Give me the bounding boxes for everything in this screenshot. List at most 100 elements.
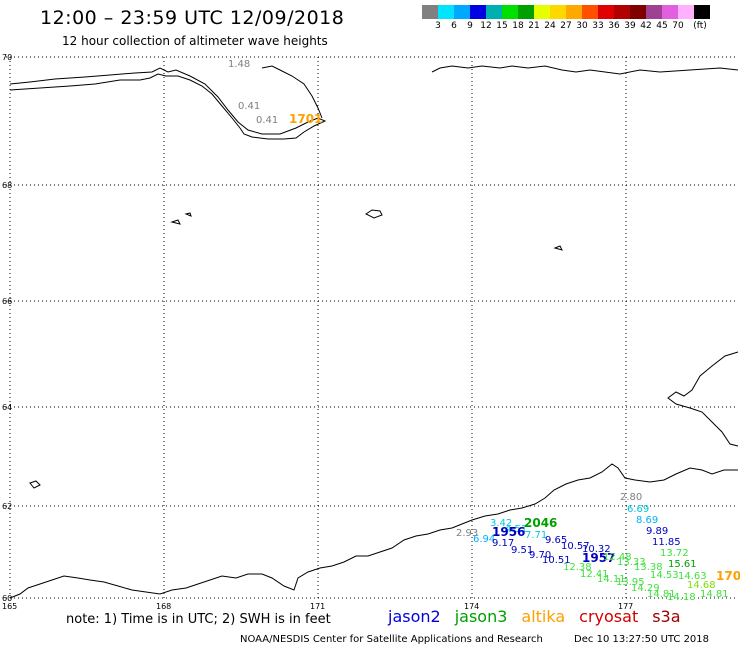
legend-swatch	[550, 5, 566, 19]
wave-height-label: 6.94	[473, 534, 495, 545]
legend-swatch	[646, 5, 662, 19]
wave-height-label: 1.48	[228, 59, 250, 70]
coastline-yukon-delta	[9, 463, 738, 599]
wave-height-label: 14.11	[597, 574, 626, 585]
satellite-jason3: jason3	[454, 607, 508, 626]
legend-swatch	[454, 5, 470, 19]
legend-swatches	[422, 5, 732, 19]
latitude-label: 68	[2, 181, 12, 190]
latitude-labels: 70 68 66 64 62 60	[2, 53, 12, 603]
legend-label: 42	[640, 21, 652, 31]
longitude-labels: 165 168 171 174 177	[2, 602, 633, 611]
legend-swatch	[502, 5, 518, 19]
wave-height-label: 14.63	[678, 571, 707, 582]
longitude-label: 174	[464, 602, 479, 611]
time-label: 1701	[289, 112, 322, 126]
legend-label: 45	[656, 21, 668, 31]
wave-height-label: 13.33	[617, 557, 646, 568]
footer-timestamp: Dec 10 13:27:50 UTC 2018	[574, 634, 710, 645]
satellite-jason2: jason2	[388, 607, 441, 626]
legend-swatch	[614, 5, 630, 19]
coastline-north-chukotka	[261, 65, 323, 119]
latitude-label: 64	[2, 403, 12, 412]
time-label: 2046	[524, 516, 557, 530]
legend-swatch	[678, 5, 694, 19]
page-subtitle: 12 hour collection of altimeter wave hei…	[62, 34, 328, 48]
wave-height-label: 2.93	[456, 528, 478, 539]
island-small-1	[365, 209, 383, 219]
wave-height-label: 7.71	[525, 530, 547, 541]
wave-height-label: 0.41	[238, 101, 260, 112]
legend-label: 12	[480, 21, 492, 31]
legend-label: 9	[467, 21, 473, 31]
time-label: 1701	[716, 569, 740, 583]
island-small-4	[29, 480, 41, 489]
legend-label: 36	[608, 21, 620, 31]
wave-height-label: 12.41	[580, 569, 609, 580]
wave-height-label: 11.85	[652, 537, 681, 548]
legend-swatch	[422, 5, 438, 19]
wave-height-label: 3.42	[490, 518, 512, 529]
legend-label: 21	[528, 21, 540, 31]
wave-height-label: 6.69	[627, 504, 649, 515]
wave-height-label: 0.41	[256, 115, 278, 126]
page-title: 12:00 – 23:59 UTC 12/09/2018	[40, 7, 345, 29]
legend-labels: 3 6 9 12 15 18 21 24 27 30 33 36 39 42 45 70 (ft)	[422, 19, 732, 33]
legend-swatch	[438, 5, 454, 19]
legend-label: 3	[435, 21, 441, 31]
wave-height-label: 12.48	[603, 552, 632, 563]
satellite-altika: altika	[521, 607, 566, 626]
time-label: 1957	[582, 551, 615, 565]
wave-height-label: 14.29	[631, 583, 660, 594]
time-label: 1956	[492, 525, 525, 539]
coastline-west-alaska	[667, 351, 739, 447]
legend-label: 70	[672, 21, 684, 31]
coastline	[9, 65, 739, 599]
wave-height-label: 4.51	[505, 524, 527, 535]
wave-height-label: 14.81	[700, 589, 729, 600]
longitude-label: 168	[156, 602, 171, 611]
wave-height-label: 14.53	[650, 570, 679, 581]
longitude-label: 171	[310, 602, 325, 611]
wave-height-label: 2.80	[620, 492, 642, 503]
legend-swatch	[662, 5, 678, 19]
wave-height-label: 14.68	[687, 580, 716, 591]
wave-height-label: 13.95	[616, 577, 645, 588]
latitude-label: 70	[2, 53, 12, 62]
wave-height-label: 10.32	[582, 544, 611, 555]
wave-height-label: 14.81	[647, 589, 676, 600]
wave-height-label: 13.72	[660, 548, 689, 559]
legend-label: 30	[576, 21, 588, 31]
wave-height-label: 9.65	[545, 535, 567, 546]
legend-swatch	[534, 5, 550, 19]
legend-label: 18	[512, 21, 524, 31]
satellite-s3a: s3a	[652, 607, 681, 626]
latitude-label: 66	[2, 297, 12, 306]
longitude-label: 165	[2, 602, 17, 611]
wave-height-label: 10.57	[561, 541, 590, 552]
legend-swatch	[518, 5, 534, 19]
wave-height-label: 14.18	[667, 592, 696, 603]
latitude-label: 62	[2, 502, 12, 511]
wave-height-annotations: 1.480.410.41 17012.806.698.699.8911.8513.…	[228, 59, 740, 603]
legend-label: 24	[544, 21, 556, 31]
footer: NOAA/NESDIS Center for Satellite Applica…	[240, 634, 709, 645]
legend-swatch	[486, 5, 502, 19]
coastline-north-alaska	[431, 65, 739, 75]
latitude-label: 60	[2, 594, 12, 603]
wave-height-label: 9.51	[511, 545, 533, 556]
wave-height-label: 15.61	[668, 559, 697, 570]
legend-swatch	[630, 5, 646, 19]
coastline-peninsula	[9, 67, 327, 140]
wave-height-label: 9.17	[492, 538, 514, 549]
legend-swatch	[470, 5, 486, 19]
legend-swatch	[598, 5, 614, 19]
legend-swatch	[582, 5, 598, 19]
longitude-label: 177	[618, 602, 633, 611]
wave-height-label: 9.89	[646, 526, 668, 537]
satellite-legend: jason2 jason3 altika cryosat s3a	[388, 607, 695, 626]
footer-center: NOAA/NESDIS Center for Satellite Applica…	[240, 634, 543, 645]
wave-height-label: 10.51	[542, 555, 571, 566]
wave-height-label: 13.38	[634, 562, 663, 573]
